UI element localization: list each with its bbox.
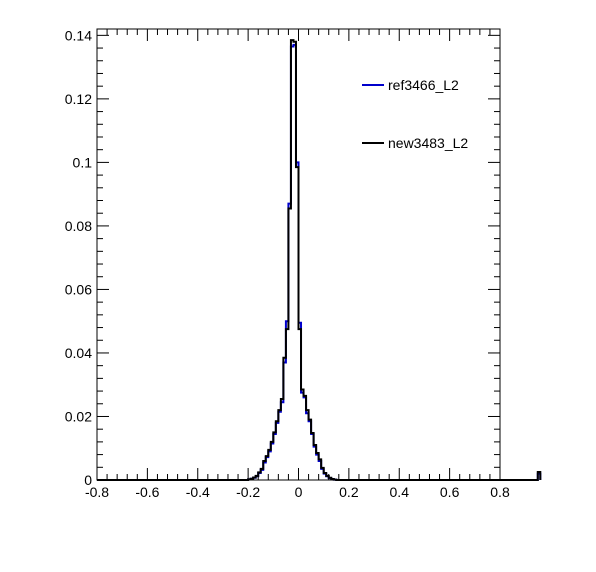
x-tick-label: -0.6 [135,484,159,500]
x-tick-label: -0.2 [236,484,260,500]
x-tick-label: 0.8 [490,484,510,500]
y-tick-label: 0.04 [65,345,92,361]
y-tick-label: 0 [84,472,92,488]
y-tick-label: 0.14 [65,27,92,43]
x-tick-label: 0.6 [440,484,460,500]
legend: ref3466_L2 new3483_L2 [362,77,468,151]
x-tick-label: 0.2 [339,484,359,500]
x-axis: -0.8 -0.6 -0.4 -0.2 0 0.2 0.4 0.6 0.8 [85,29,510,500]
legend-label-new: new3483_L2 [388,135,468,151]
y-tick-label: 0.1 [73,154,93,170]
y-tick-label: 0.08 [65,218,92,234]
y-tick-label: 0.12 [65,91,92,107]
x-tick-label: -0.8 [85,484,109,500]
y-tick-label: 0.06 [65,281,92,297]
y-axis: 0 0.02 0.04 0.06 0.08 0.1 0.12 0.14 [65,27,500,488]
x-tick-label: 0 [295,484,303,500]
x-tick-label: 0.4 [390,484,410,500]
y-tick-label: 0.02 [65,408,92,424]
x-tick-label: -0.4 [186,484,210,500]
legend-label-ref: ref3466_L2 [388,77,459,93]
